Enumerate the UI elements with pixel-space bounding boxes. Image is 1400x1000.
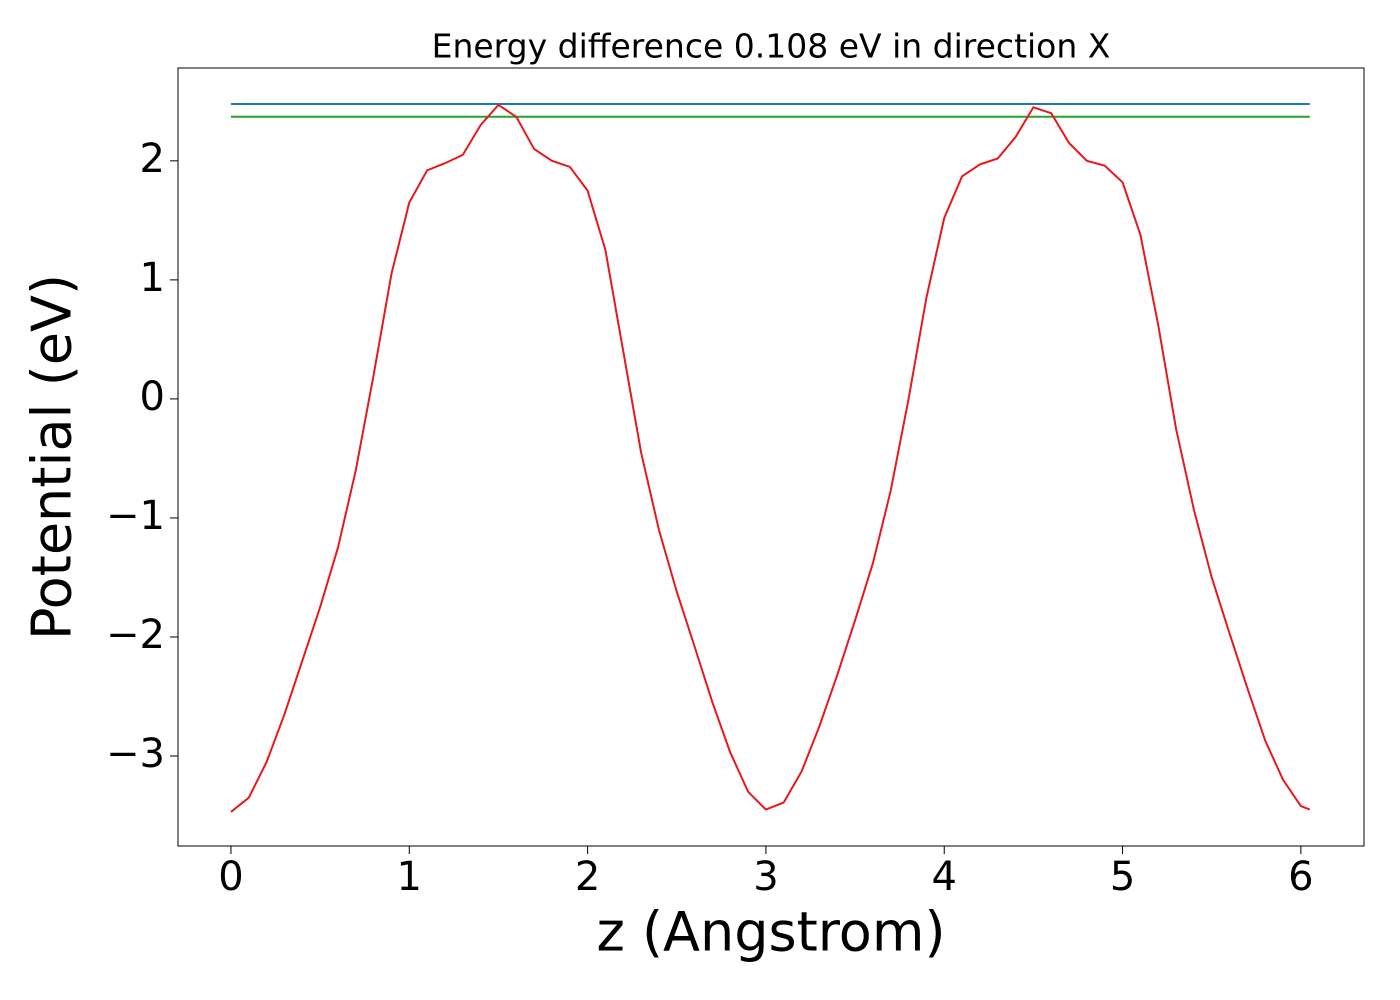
- y-tick-label: −3: [106, 731, 165, 777]
- x-axis-label: z (Angstrom): [596, 901, 945, 964]
- y-tick-label: 2: [140, 136, 165, 182]
- y-tick-label: 0: [140, 374, 165, 420]
- x-tick-label: 0: [218, 854, 243, 900]
- x-tick-label: 5: [1110, 854, 1135, 900]
- y-axis-label: Potential (eV): [21, 274, 84, 640]
- x-tick-label: 6: [1288, 854, 1313, 900]
- x-tick-label: 4: [932, 854, 957, 900]
- y-tick-label: −1: [106, 493, 165, 539]
- x-tick-label: 2: [575, 854, 600, 900]
- x-tick-label: 3: [753, 854, 778, 900]
- x-tick-label: 1: [397, 854, 422, 900]
- y-tick-label: 1: [140, 255, 165, 301]
- plot-frame: [177, 67, 1365, 847]
- chart-title: Energy difference 0.108 eV in direction …: [432, 27, 1111, 66]
- y-tick-label: −2: [106, 612, 165, 658]
- data-line: [230, 103, 1311, 813]
